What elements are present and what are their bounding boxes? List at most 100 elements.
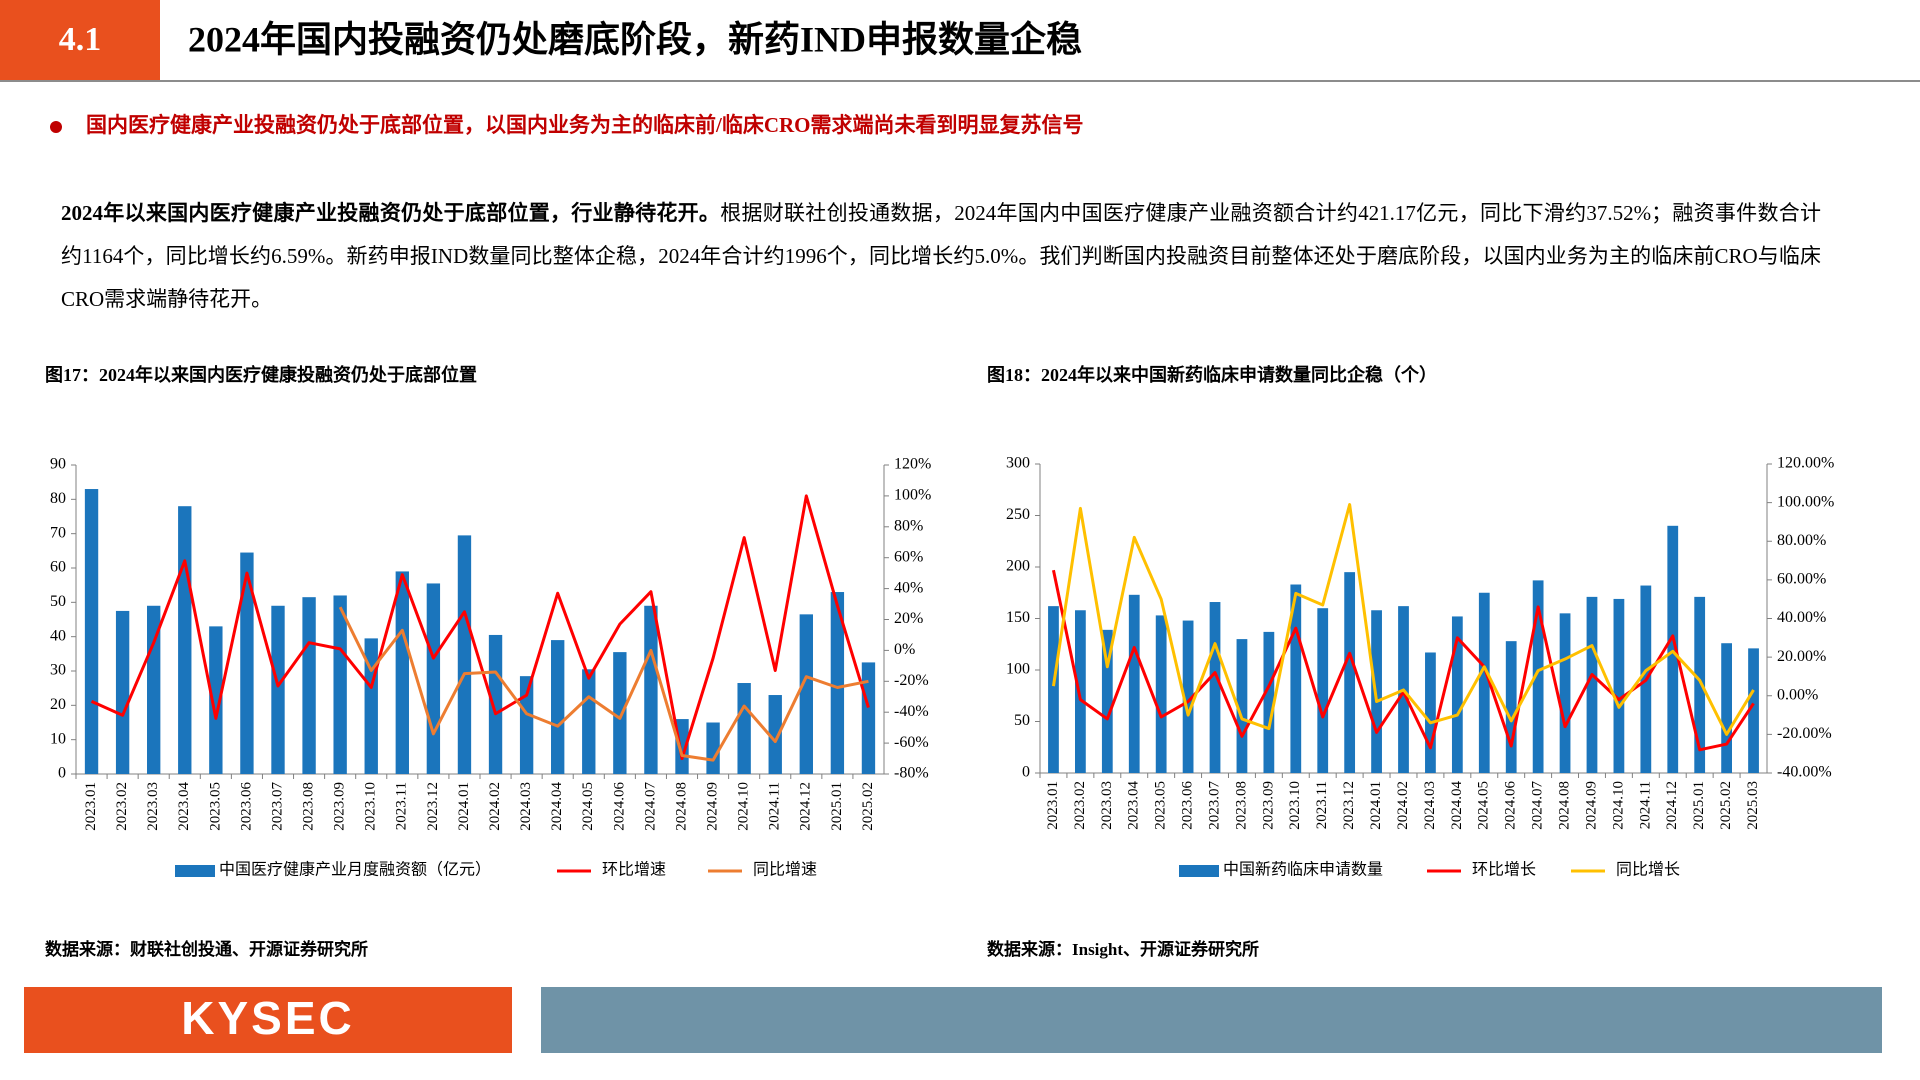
x-tick-label: 2023.05 xyxy=(207,782,223,831)
y2-tick-label: 60% xyxy=(894,548,923,565)
x-tick-label: 2024.03 xyxy=(518,782,534,831)
x-tick-label: 2023.05 xyxy=(1153,781,1169,830)
bar xyxy=(457,535,472,774)
bullet-text: 国内医疗健康产业投融资仍处于底部位置，以国内业务为主的临床前/临床CRO需求端尚… xyxy=(86,113,1084,137)
x-tick-label: 2024.07 xyxy=(642,782,658,831)
bar xyxy=(861,662,876,774)
x-tick-label: 2025.01 xyxy=(1691,781,1707,830)
x-tick-label: 2024.04 xyxy=(1449,781,1465,830)
paragraph: 2024年以来国内医疗健康产业投融资仍处于底部位置，行业静待花开。根据财联社创投… xyxy=(61,192,1821,321)
x-tick-label: 2025.02 xyxy=(860,782,876,831)
logo-box xyxy=(24,987,512,1053)
bar xyxy=(1613,598,1625,773)
y-tick-label: 50 xyxy=(50,593,66,610)
y2-tick-label: -20% xyxy=(894,672,929,689)
bar xyxy=(551,640,565,774)
x-tick-label: 2024.02 xyxy=(487,782,503,831)
x-tick-label: 2023.02 xyxy=(1072,781,1088,830)
bar xyxy=(240,552,254,774)
logo: KYSEC xyxy=(181,992,354,1044)
y2-tick-label: 40.00% xyxy=(1777,609,1826,626)
x-tick-label: 2024.01 xyxy=(456,782,472,831)
bar xyxy=(488,634,503,774)
bar xyxy=(1505,641,1517,773)
x-tick-label: 2023.04 xyxy=(176,782,192,831)
bar xyxy=(1451,616,1463,773)
x-tick-label: 2024.07 xyxy=(1530,781,1546,830)
y-tick-label: 30 xyxy=(50,662,66,679)
x-tick-label: 2024.01 xyxy=(1368,781,1384,830)
bar xyxy=(1425,652,1436,773)
y-tick-label: 70 xyxy=(50,524,66,541)
y2-tick-label: 0% xyxy=(894,641,915,658)
x-tick-label: 2025.03 xyxy=(1745,781,1761,830)
x-tick-label: 2025.02 xyxy=(1718,781,1734,830)
chart-source: 数据来源：财联社创投通、开源证券研究所 xyxy=(45,939,368,959)
bar xyxy=(519,676,534,774)
bar xyxy=(1236,639,1248,773)
bar xyxy=(768,695,782,774)
y-tick-label: 80 xyxy=(50,490,66,507)
x-tick-label: 2023.01 xyxy=(1045,781,1061,830)
bar xyxy=(178,506,192,774)
x-tick-label: 2024.12 xyxy=(798,782,814,831)
bar xyxy=(706,722,720,774)
x-tick-label: 2023.07 xyxy=(269,782,285,831)
bar xyxy=(1263,631,1275,773)
y2-tick-label: 20.00% xyxy=(1777,648,1826,665)
x-tick-label: 2025.01 xyxy=(829,782,845,831)
section-number: 4.1 xyxy=(59,21,102,58)
x-tick-label: 2024.10 xyxy=(736,782,752,831)
y-tick-label: 0 xyxy=(1022,764,1030,781)
x-tick-label: 2024.06 xyxy=(1503,781,1519,830)
legend-label: 中国医疗健康产业月度融资额（亿元） xyxy=(219,861,491,879)
bar xyxy=(1532,580,1544,773)
x-tick-label: 2024.08 xyxy=(1556,781,1572,830)
y-tick-label: 10 xyxy=(50,730,66,747)
y2-tick-label: 40% xyxy=(894,579,923,596)
x-tick-label: 2023.09 xyxy=(1260,781,1276,830)
bar xyxy=(426,583,441,774)
y-tick-label: 20 xyxy=(50,696,66,713)
x-tick-label: 2024.09 xyxy=(1583,781,1599,830)
footer-band xyxy=(541,987,1882,1053)
bar xyxy=(1559,613,1571,773)
y2-tick-label: 100.00% xyxy=(1777,493,1834,510)
legend-label: 环比增长 xyxy=(1472,861,1536,879)
bar xyxy=(1748,648,1759,773)
bar xyxy=(1075,610,1086,773)
bar xyxy=(1209,602,1221,773)
bar xyxy=(1344,572,1356,773)
y2-tick-label: -40.00% xyxy=(1777,764,1832,781)
x-tick-label: 2024.08 xyxy=(673,782,689,831)
x-tick-label: 2023.10 xyxy=(1287,781,1303,830)
bar xyxy=(1048,606,1059,773)
x-tick-label: 2023.12 xyxy=(425,782,441,831)
bar xyxy=(1586,596,1598,773)
bar xyxy=(1101,629,1113,773)
y2-tick-label: 120.00% xyxy=(1777,455,1834,472)
legend-label: 同比增速 xyxy=(753,861,817,879)
x-tick-label: 2024.06 xyxy=(611,782,627,831)
bar xyxy=(271,605,285,774)
legend-swatch xyxy=(1179,865,1219,877)
y2-tick-label: -60% xyxy=(894,734,929,751)
legend-swatch xyxy=(175,865,215,877)
y2-tick-label: 80% xyxy=(894,517,923,534)
bullet-dot xyxy=(50,121,62,133)
chart-title: 图18：2024年以来中国新药临床申请数量同比企稳（个） xyxy=(987,364,1437,385)
x-tick-label: 2024.09 xyxy=(705,782,721,831)
bar xyxy=(830,592,845,774)
bar xyxy=(395,571,409,774)
bar xyxy=(84,489,99,774)
bar xyxy=(1155,615,1167,773)
legend-label: 环比增速 xyxy=(602,861,666,879)
bar xyxy=(302,597,316,774)
x-tick-label: 2023.03 xyxy=(145,782,161,831)
bar xyxy=(1667,525,1679,773)
chart-source: 数据来源：Insight、开源证券研究所 xyxy=(987,939,1259,959)
x-tick-label: 2024.10 xyxy=(1610,781,1626,830)
paragraph-body: 根据财联社创投通数据，2024年国内中国医疗健康产业融资额合计约421.17亿元… xyxy=(61,201,1821,311)
bar xyxy=(1182,620,1194,773)
